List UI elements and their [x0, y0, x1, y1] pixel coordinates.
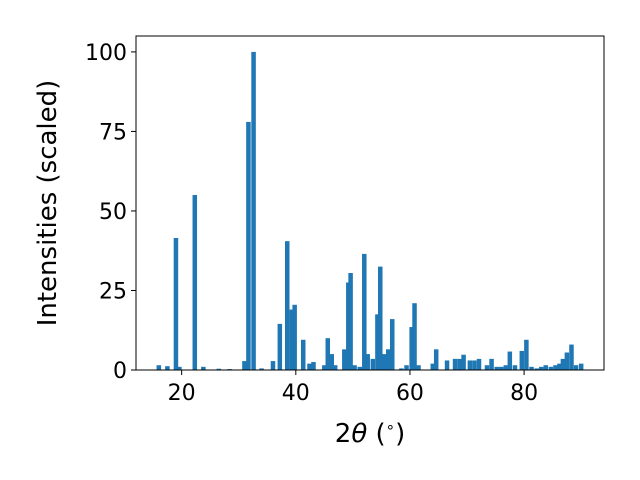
bar — [564, 352, 570, 370]
bar — [300, 339, 306, 370]
bar — [534, 368, 539, 370]
bar — [346, 282, 351, 370]
bar — [452, 358, 458, 370]
bar — [489, 358, 494, 370]
bar — [578, 363, 584, 370]
bar — [529, 366, 534, 370]
bar — [404, 365, 409, 370]
x-tick-label: 20 — [168, 381, 196, 406]
bar — [307, 363, 312, 370]
bar — [352, 365, 357, 370]
bar — [259, 368, 264, 370]
bar — [499, 366, 504, 370]
bar — [467, 360, 473, 370]
bar — [494, 366, 499, 370]
bar — [409, 327, 414, 370]
bar — [365, 354, 370, 370]
x-axis-ticks: 20 40 60 80 — [168, 370, 538, 406]
bar — [246, 121, 251, 370]
bar — [560, 358, 566, 370]
bar — [519, 350, 525, 370]
bar — [370, 358, 376, 370]
y-tick-label: 50 — [99, 200, 127, 225]
bar — [201, 366, 206, 370]
bar — [332, 365, 338, 370]
bar — [329, 354, 335, 370]
bar — [507, 351, 513, 370]
bar — [386, 349, 391, 370]
y-tick-label: 0 — [113, 359, 127, 384]
y-tick-label: 100 — [85, 41, 127, 66]
bar — [378, 266, 383, 370]
axes-frame — [135, 35, 605, 371]
bar — [543, 365, 549, 370]
y-axis-ticks: 0 25 50 75 100 — [85, 41, 136, 384]
bar — [457, 358, 462, 370]
bar — [476, 358, 482, 370]
bar — [538, 366, 544, 370]
x-tick-label: 80 — [510, 381, 538, 406]
bar — [416, 365, 421, 370]
bar — [503, 365, 509, 370]
bar — [292, 304, 297, 370]
bar — [433, 349, 439, 370]
bar — [165, 366, 170, 370]
bar — [524, 339, 529, 370]
bar — [553, 365, 558, 370]
bar-series — [156, 51, 584, 371]
bar — [444, 360, 450, 370]
bar — [342, 349, 347, 370]
bar — [569, 344, 574, 370]
bar — [173, 237, 179, 370]
bar — [362, 253, 367, 370]
bar — [192, 195, 198, 370]
bar — [242, 361, 247, 370]
bar — [472, 360, 477, 370]
bar — [311, 362, 316, 370]
y-tick-label: 75 — [99, 120, 127, 145]
x-axis-label: 2θ (∘) — [335, 418, 405, 449]
bar — [382, 354, 387, 370]
x-tick-label: 40 — [282, 381, 310, 406]
bar — [375, 314, 380, 370]
bar — [484, 365, 490, 370]
bar — [289, 309, 295, 370]
bar — [284, 241, 290, 370]
bar — [277, 323, 283, 370]
bar — [325, 338, 331, 370]
bar — [177, 366, 182, 370]
bar — [322, 365, 327, 370]
bar — [390, 319, 395, 370]
bar — [512, 365, 518, 370]
x-tick-label: 60 — [396, 381, 424, 406]
bar — [156, 365, 162, 370]
bar — [270, 361, 276, 370]
bar — [461, 354, 466, 370]
bar — [357, 366, 362, 370]
y-tick-label: 25 — [99, 279, 127, 304]
bar — [251, 51, 256, 371]
bar — [399, 368, 404, 370]
bar — [557, 363, 562, 370]
bar — [348, 272, 353, 370]
bar — [548, 366, 554, 370]
bar — [216, 368, 222, 370]
y-axis-label: Intensities (scaled) — [33, 80, 63, 327]
bar — [430, 363, 436, 370]
bar — [573, 365, 579, 370]
bar — [412, 303, 417, 370]
